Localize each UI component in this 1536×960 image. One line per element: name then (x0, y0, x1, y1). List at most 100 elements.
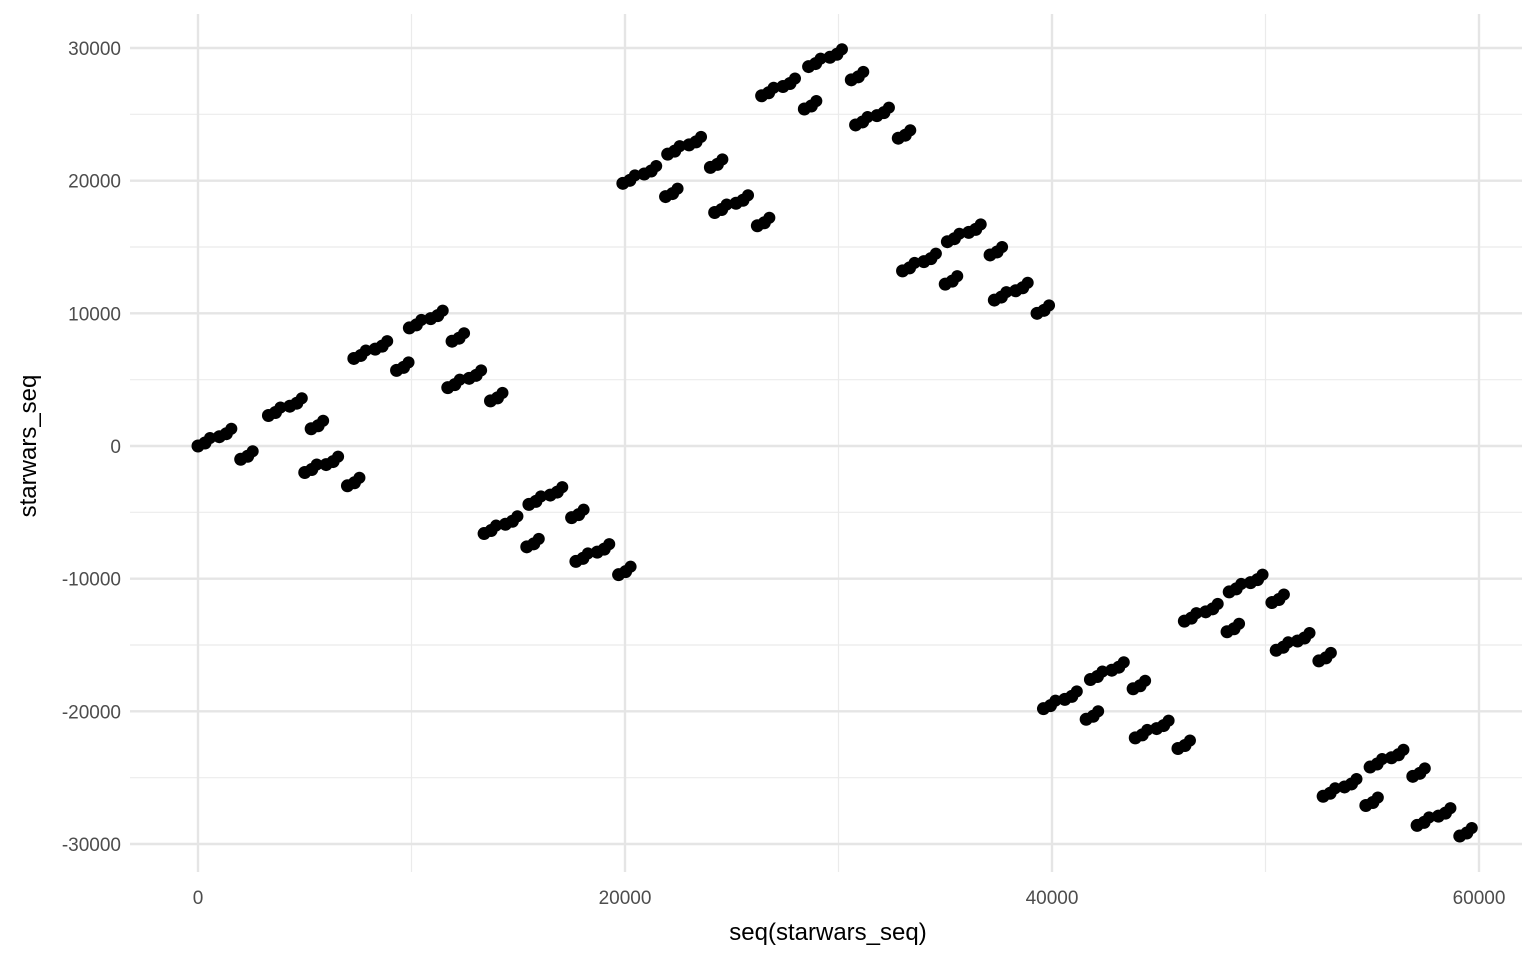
y-tick-label: -10000 (62, 570, 121, 591)
data-point (844, 65, 870, 87)
y-axis-title: starwars_seq (15, 375, 42, 518)
minor-gridlines (130, 14, 1522, 872)
x-tick-label: 40000 (1026, 888, 1079, 909)
data-point (870, 101, 895, 123)
data-point (750, 211, 776, 233)
data-point (987, 286, 1013, 307)
data-point (298, 458, 323, 480)
data-point (1453, 822, 1478, 843)
data-point (1171, 734, 1196, 755)
data-point (962, 218, 987, 239)
data-point (234, 445, 259, 466)
major-gridlines (130, 14, 1522, 872)
data-point (424, 304, 449, 326)
data-point (891, 124, 917, 145)
y-tick-label: 20000 (68, 172, 121, 193)
data-point (802, 52, 827, 74)
data-point (612, 560, 637, 582)
data-point (483, 386, 509, 408)
data-point (755, 81, 780, 103)
data-point (1406, 762, 1431, 783)
y-tick-label: 10000 (68, 304, 121, 325)
data-point (682, 130, 708, 152)
data-point (1431, 802, 1457, 823)
data-point (1058, 685, 1083, 706)
data-point (212, 422, 238, 444)
data-point (637, 160, 663, 181)
y-tick-label: 0 (110, 437, 121, 458)
data-point (1009, 276, 1034, 298)
data-point (319, 450, 345, 472)
data-point (708, 198, 733, 220)
data-point (1337, 772, 1363, 794)
y-tick-label: -30000 (62, 835, 121, 856)
data-point (368, 335, 394, 356)
data-point (940, 227, 966, 249)
data-point (729, 189, 755, 210)
data-point (1079, 705, 1105, 726)
data-point (347, 344, 372, 365)
y-tick-label: -20000 (62, 702, 121, 723)
data-point (703, 153, 729, 174)
data-point (304, 414, 330, 436)
data-point (1265, 588, 1290, 610)
data-point (441, 373, 466, 395)
data-point (569, 547, 594, 568)
data-point (1316, 782, 1342, 803)
data-point (477, 519, 503, 541)
data-point (797, 95, 823, 116)
data-point (1291, 627, 1316, 648)
data-point (1410, 811, 1436, 832)
data-point (983, 240, 1009, 262)
y-axis-tick-labels: -30000 -20000 -10000 0 10000 20000 30000 (62, 39, 121, 856)
data-point (1128, 723, 1154, 745)
data-point (1222, 577, 1248, 599)
data-point (1126, 674, 1152, 696)
data-point (565, 503, 590, 525)
data-point (1312, 646, 1337, 668)
data-point (283, 392, 308, 413)
data-point (849, 110, 874, 132)
data-point (462, 364, 488, 385)
data-point (1244, 568, 1269, 590)
data-point (1083, 665, 1109, 686)
data-point (390, 356, 415, 377)
data-point (261, 401, 287, 422)
data-point (823, 43, 848, 64)
data-point (340, 471, 366, 493)
data-point (1199, 597, 1224, 619)
x-tick-label: 60000 (1453, 888, 1506, 909)
data-point (498, 510, 524, 531)
y-tick-label: 30000 (68, 39, 121, 60)
data-point (1105, 656, 1130, 677)
data-point (1030, 299, 1056, 320)
data-point (1150, 714, 1175, 736)
x-tick-label: 0 (193, 888, 204, 909)
data-point (1359, 791, 1384, 813)
data-point (543, 481, 569, 502)
data-point (938, 270, 964, 291)
data-points (191, 43, 1478, 843)
data-point (1384, 743, 1410, 765)
x-tick-label: 20000 (599, 888, 652, 909)
data-point (616, 169, 641, 190)
data-point (1036, 694, 1062, 716)
data-point (1220, 617, 1246, 639)
data-point (520, 532, 545, 554)
data-point (402, 313, 428, 335)
data-point (1269, 636, 1295, 657)
x-axis-title: seq(starwars_seq) (729, 919, 926, 946)
data-point (522, 490, 547, 511)
data-point (1177, 607, 1203, 628)
data-point (917, 247, 942, 269)
data-point (659, 182, 684, 204)
data-point (191, 432, 216, 453)
data-point (590, 538, 616, 559)
data-point (896, 256, 921, 278)
data-point (445, 327, 471, 348)
data-point (776, 72, 801, 93)
x-axis-tick-labels: 0 20000 40000 60000 (193, 888, 1506, 909)
data-point (1363, 753, 1389, 774)
data-point (661, 140, 686, 161)
